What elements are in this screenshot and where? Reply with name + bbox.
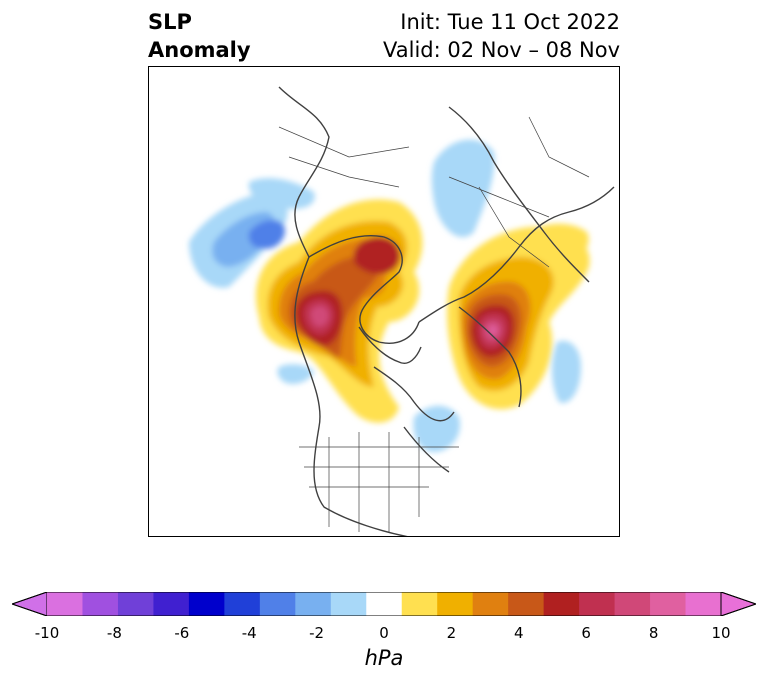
colorbar-bin (579, 592, 616, 616)
colorbar-tick-label: 6 (581, 624, 591, 642)
init-date: Init: Tue 11 Oct 2022 (400, 10, 620, 34)
colorbar-bin (224, 592, 261, 616)
colorbar-bin (295, 592, 332, 616)
title-variable: SLP (148, 10, 192, 34)
colorbar-tick-label: 2 (446, 624, 457, 642)
colorbar-bin (153, 592, 190, 616)
colorbar-bin (366, 592, 403, 616)
colorbar-extend-min (12, 592, 48, 616)
valid-range: Valid: 02 Nov – 08 Nov (383, 38, 620, 62)
colorbar-bin (401, 592, 438, 616)
colorbar-bin (188, 592, 225, 616)
colorbar-bin (543, 592, 580, 616)
colorbar-tick-label: 8 (648, 624, 659, 642)
colorbar-bin (47, 592, 83, 616)
colorbar-bin (82, 592, 119, 616)
colorbar-tick-label: 4 (514, 624, 524, 642)
positive-anomaly-west (255, 199, 423, 423)
colorbar-bin (472, 592, 509, 616)
negative-anomaly-siberia (431, 139, 495, 238)
colorbar-extend-max (720, 592, 756, 616)
coastlines (278, 86, 615, 536)
chart-title: SLP Anomaly (148, 8, 251, 64)
political-borders (278, 116, 590, 532)
colorbar-bin (614, 592, 651, 616)
colorbar-unit-label: hPa (364, 646, 404, 670)
colorbar-bin (330, 592, 367, 616)
colorbar-tick-label: 10 (711, 624, 731, 642)
colorbar-ticks: -10 -8 -6 -4 -2 0 2 4 6 8 10 (0, 624, 768, 644)
colorbar-bin (508, 592, 545, 616)
colorbar-bin (685, 592, 722, 616)
title-anomaly: Anomaly (148, 38, 251, 62)
colorbar-tick-label: -6 (174, 624, 190, 642)
colorbar-tick-label: -8 (106, 624, 122, 642)
colorbar-tick-label: -4 (241, 624, 257, 642)
colorbar-tick-label: 0 (379, 624, 389, 642)
positive-anomaly-east (447, 223, 590, 410)
colorbar (12, 592, 756, 616)
negative-anomaly-pacific (189, 178, 315, 288)
map-panel (148, 66, 620, 537)
colorbar-bin (259, 592, 296, 616)
map-svg (189, 86, 615, 536)
colorbar-tick-label: -10 (34, 624, 60, 642)
chart-dates: Init: Tue 11 Oct 2022 Valid: 02 Nov – 08… (383, 8, 620, 64)
colorbar-bin (117, 592, 154, 616)
colorbar-bin (437, 592, 474, 616)
colorbar-tick-label: -2 (309, 624, 325, 642)
colorbar-bin (650, 592, 687, 616)
